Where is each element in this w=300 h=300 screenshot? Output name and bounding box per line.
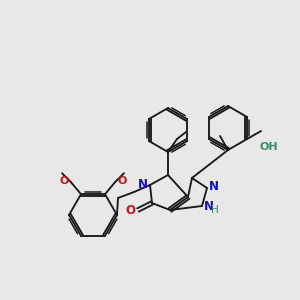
Text: H: H [211, 205, 219, 215]
Text: N: N [204, 200, 214, 214]
Text: N: N [138, 178, 148, 190]
Text: N: N [209, 181, 219, 194]
Text: O: O [125, 203, 135, 217]
Text: O: O [60, 176, 69, 186]
Text: OH: OH [259, 142, 278, 152]
Text: O: O [117, 176, 126, 186]
